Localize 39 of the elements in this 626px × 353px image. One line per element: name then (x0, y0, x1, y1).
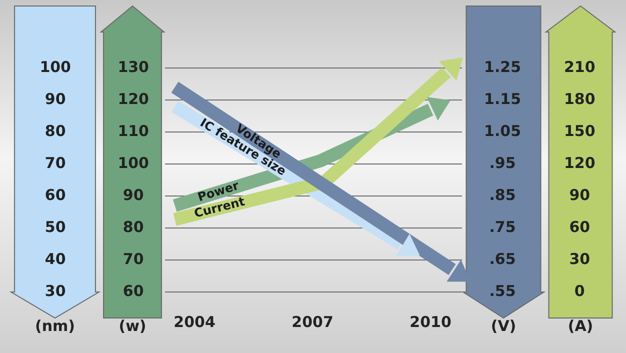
x-tick-label: 2007 (292, 312, 334, 331)
y2-tick-label: 210 (564, 58, 596, 76)
y-tick-label: 60 (44, 186, 66, 204)
y-tick-label: .55 (489, 282, 516, 300)
y-tick-label: 90 (44, 90, 66, 108)
y2-tick-label: 120 (564, 154, 596, 172)
x-tick-label: 2010 (410, 312, 452, 331)
y-tick-label: .95 (489, 154, 516, 172)
y-tick-label: 30 (44, 282, 66, 300)
y-tick-label: 70 (44, 154, 66, 172)
y2-tick-label: 30 (569, 250, 590, 268)
y2-tick-label: 120 (118, 90, 149, 108)
y2-tick-label: 180 (564, 90, 596, 108)
y-tick-label: 1.25 (484, 58, 522, 76)
y-tick-label: .85 (489, 186, 516, 204)
y2-axis-title: (A) (568, 316, 594, 335)
x-tick-label: 2004 (174, 312, 216, 331)
y2-axis-title: (w) (118, 316, 146, 335)
y2-tick-label: 70 (122, 250, 144, 268)
y-tick-label: 1.15 (484, 90, 522, 108)
y-tick-label: 100 (40, 58, 71, 76)
y-tick-label: 1.05 (484, 122, 522, 140)
y-tick-label: .65 (489, 250, 516, 268)
y2-tick-label: 150 (564, 122, 596, 140)
y-axis-title: (nm) (34, 316, 76, 335)
y2-tick-label: 80 (122, 218, 144, 236)
y-tick-label: 50 (44, 218, 66, 236)
y2-tick-label: 60 (569, 218, 590, 236)
y2-tick-label: 130 (118, 58, 149, 76)
y2-tick-label: 110 (118, 122, 149, 140)
y-tick-label: 80 (44, 122, 66, 140)
y2-tick-label: 100 (118, 154, 149, 172)
y2-tick-label: 60 (122, 282, 144, 300)
y-axis-title: (V) (490, 316, 516, 335)
y2-tick-label: 90 (569, 186, 590, 204)
y-tick-label: 40 (44, 250, 66, 268)
y2-tick-label: 90 (122, 186, 144, 204)
y2-tick-label: 0 (574, 282, 585, 300)
y-tick-label: .75 (489, 218, 516, 236)
